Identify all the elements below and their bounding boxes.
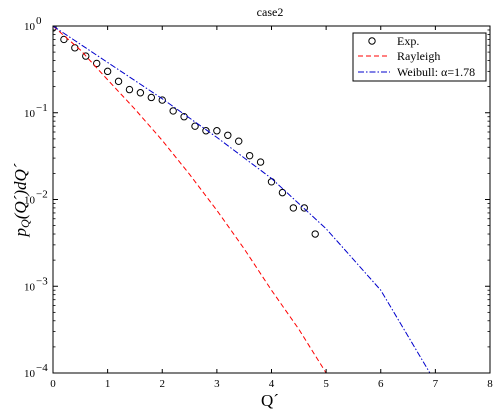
- rayleigh-line: [53, 26, 327, 373]
- exp-point-6: [114, 77, 123, 86]
- legend-exp-label: Exp.: [397, 34, 419, 48]
- exp-point-7: [125, 85, 134, 94]
- exp-point-10: [158, 96, 166, 104]
- x-axis: 0 1 2 3 4 5 6 7 8: [50, 26, 493, 390]
- legend-exp-marker: [368, 37, 376, 45]
- exp-point-13: [191, 122, 199, 130]
- x-tick-label-6: 6: [378, 378, 384, 390]
- x-tick-label-4: 4: [269, 378, 275, 390]
- legend-rayleigh-label: Rayleigh: [397, 49, 440, 63]
- y-tick-exp-4: −4: [36, 362, 48, 374]
- exp-point-21: [278, 188, 287, 197]
- exp-point-20: [267, 178, 276, 186]
- weibull-line: [53, 26, 431, 373]
- exp-point-16: [224, 131, 232, 139]
- exp-point-1: [60, 35, 68, 44]
- exp-point-23: [300, 204, 308, 212]
- x-tick-label-7: 7: [433, 378, 439, 390]
- y-tick-label-3: 10: [24, 281, 36, 293]
- y-tick-exp-3: −3: [36, 275, 48, 287]
- y-tick-exp-0: 0: [36, 15, 42, 27]
- x-tick-label-5: 5: [323, 378, 329, 390]
- x-tick-label-2: 2: [160, 378, 166, 390]
- exp-point-14: [202, 127, 210, 135]
- y-axis-label-p: p: [11, 228, 30, 238]
- exp-point-2: [71, 44, 79, 52]
- exp-point-8: [136, 89, 145, 97]
- exp-point-11: [169, 107, 177, 115]
- chart-title: case2: [257, 5, 284, 19]
- legend-weibull-label: Weibull: α=1.78: [397, 65, 475, 79]
- legend: Exp. Rayleigh Weibull: α=1.78: [352, 32, 487, 82]
- x-tick-label-3: 3: [214, 378, 220, 390]
- exp-point-3: [82, 52, 90, 60]
- y-axis-label-sub: Q: [18, 219, 32, 228]
- x-tick-label-8: 8: [487, 378, 493, 390]
- exp-point-5: [103, 67, 112, 76]
- y-axis-label-rest: (Q´)dQ´: [11, 163, 30, 219]
- exp-point-24: [311, 230, 319, 238]
- x-tick-label-1: 1: [105, 378, 111, 390]
- y-tick-label-0: 10: [24, 21, 36, 33]
- exp-point-9: [147, 93, 156, 102]
- exp-point-22: [289, 204, 298, 212]
- svg-text:pQ(Q´)dQ´: pQ(Q´)dQ´: [11, 163, 32, 237]
- y-tick-label-1: 10: [24, 108, 36, 120]
- x-axis-label: Q´: [261, 391, 279, 410]
- exp-point-4: [93, 59, 101, 68]
- y-axis-label: pQ(Q´)dQ´: [11, 163, 32, 237]
- exp-point-18: [245, 151, 254, 160]
- exp-point-19: [256, 158, 265, 166]
- x-tick-label-0: 0: [50, 378, 56, 390]
- y-tick-label-2: 10: [24, 195, 36, 207]
- y-tick-label-4: 10: [24, 368, 36, 380]
- exp-point-15: [213, 127, 221, 135]
- exp-point-17: [235, 137, 243, 145]
- y-tick-exp-2: −2: [36, 189, 48, 201]
- series-layer: [53, 26, 431, 373]
- y-tick-exp-1: −1: [36, 102, 48, 114]
